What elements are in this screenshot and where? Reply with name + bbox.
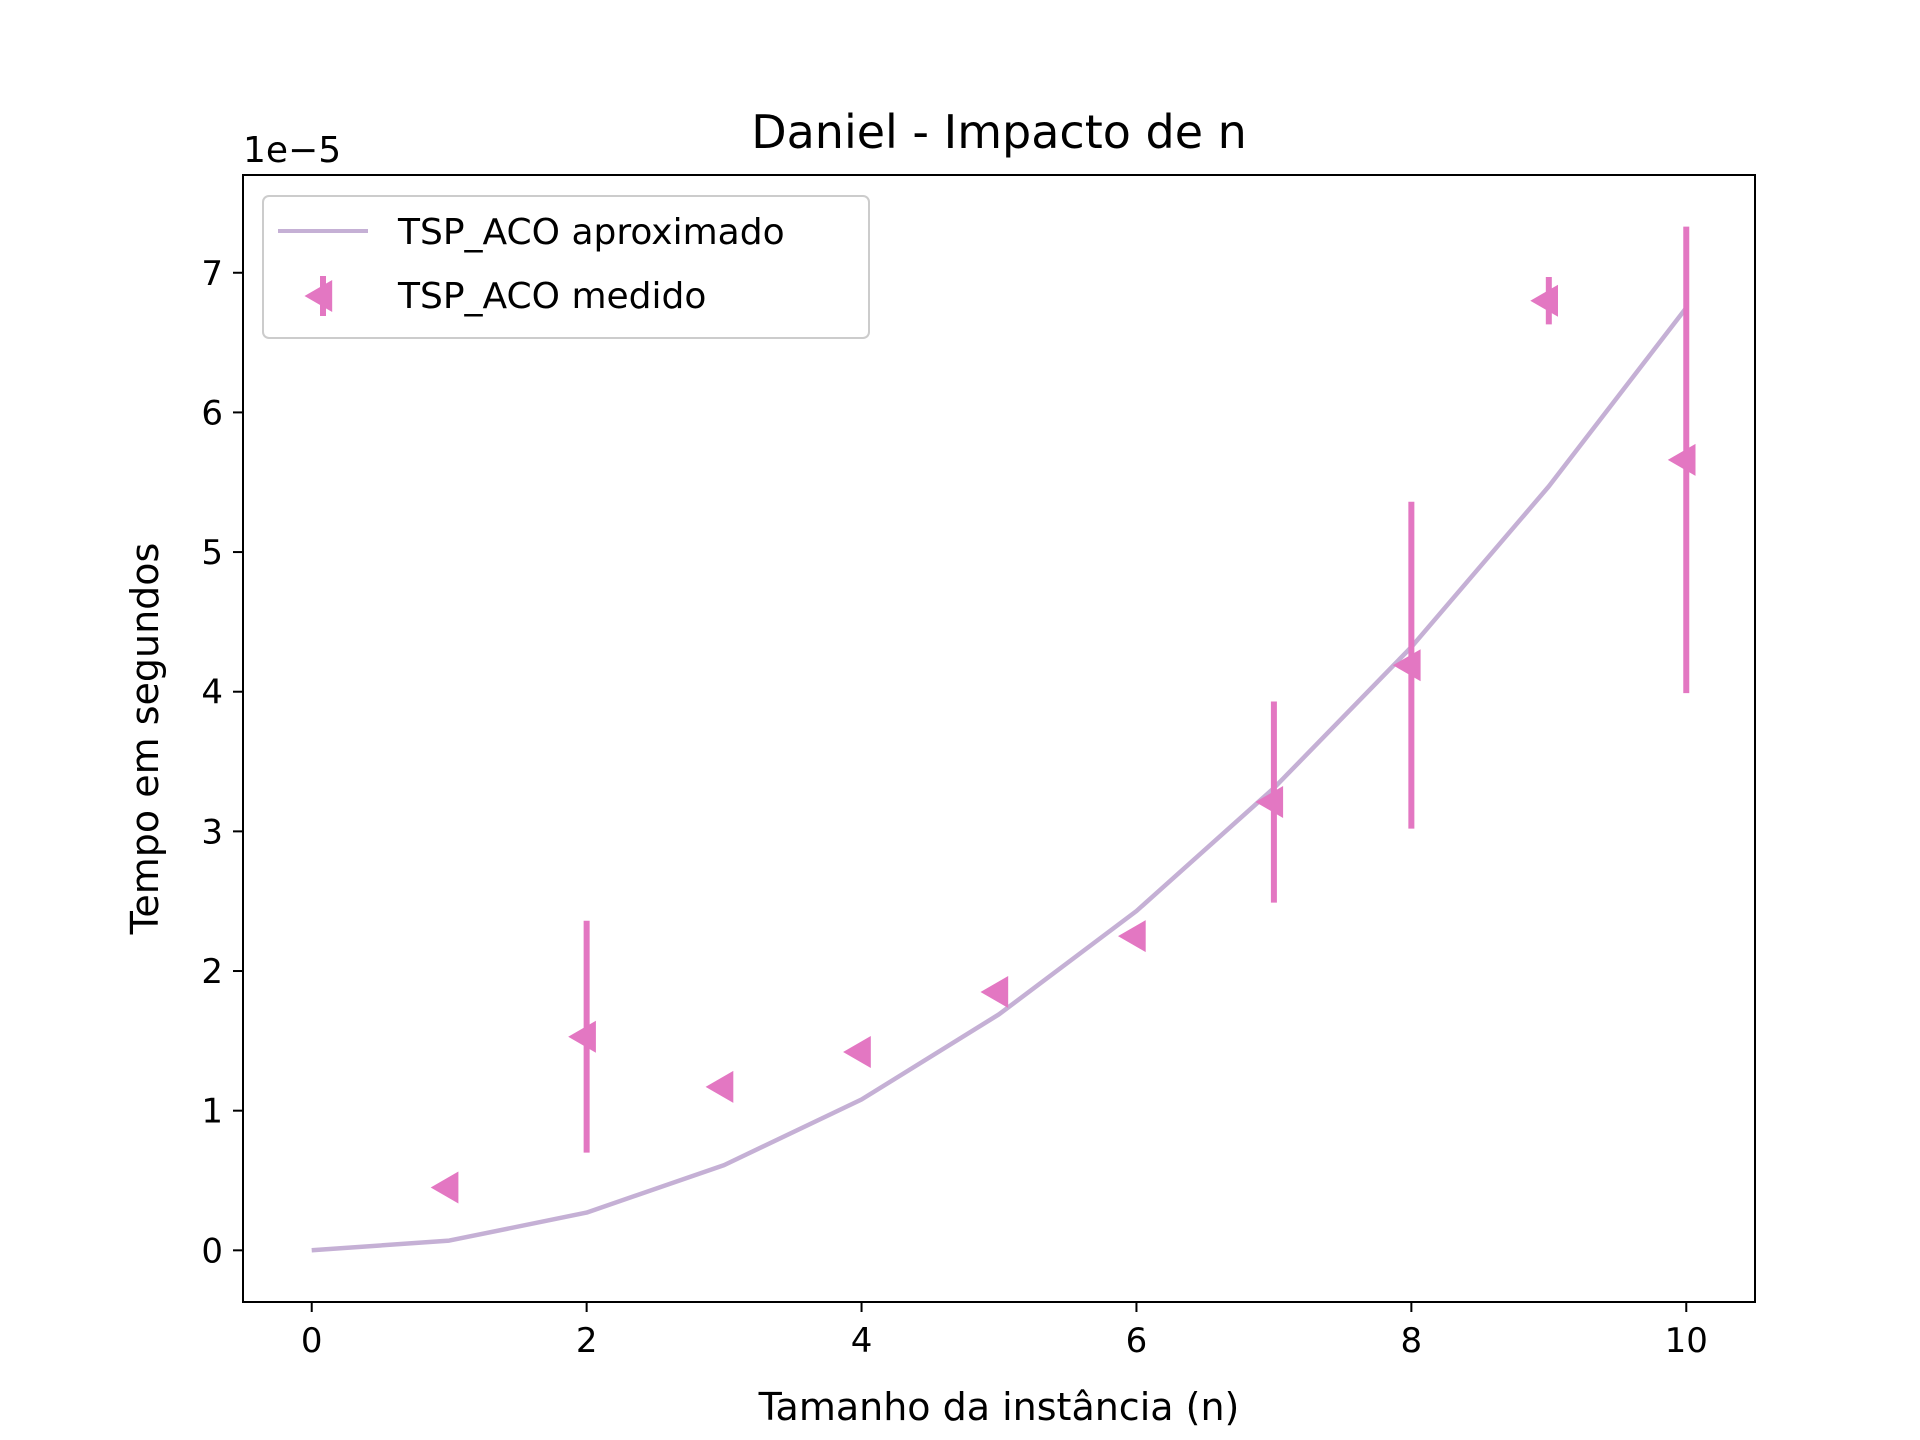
data-point-medido [1392,649,1421,682]
y-tick-label: 0 [201,1231,223,1271]
x-tick-label: 2 [576,1321,598,1361]
data-point-medido [430,1171,459,1204]
y-tick-label: 3 [201,812,223,852]
data-point-medido [1255,786,1284,818]
series-line-aproximado [311,306,1689,1253]
y-tick-label: 2 [201,952,223,992]
y-tick-label: 1 [201,1092,223,1132]
y-tick-label: 7 [201,254,223,294]
x-tick-label: 8 [1401,1321,1423,1361]
legend: TSP_ACO aproximado TSP_ACO medido [262,195,870,339]
y-offset-label: 1e−5 [243,130,341,171]
data-point-medido [568,1020,596,1053]
chart-title: Daniel - Impacto de n [751,105,1247,159]
legend-label-medido: TSP_ACO medido [397,276,706,317]
data-point-medido [843,1036,871,1068]
x-axis-label: Tamanho da instância (n) [758,1385,1240,1429]
x-tick-label: 4 [851,1321,873,1361]
x-tick-label: 10 [1665,1321,1708,1361]
ticks-layer: 0 2 4 6 8 10 0 1 2 3 4 5 6 7 [201,254,1708,1361]
legend-label-aproximado: TSP_ACO aproximado [397,212,785,253]
y-tick-label: 6 [201,393,223,433]
data-point-medido [705,1070,734,1103]
data-point-medido [1118,920,1146,953]
y-tick-label: 4 [201,673,223,713]
data-point-medido [1667,443,1696,476]
legend-box [262,195,870,339]
y-axis-label: Tempo em segundos [123,543,167,936]
x-tick-label: 0 [301,1321,323,1361]
legend-marker-shape [304,280,333,312]
y-tick-label: 5 [201,533,223,573]
x-tick-label: 6 [1126,1321,1148,1361]
legend-swatch-medido [304,276,333,316]
data-point-medido [980,976,1009,1008]
plot-layer [311,226,1696,1253]
data-point-medido [1530,284,1558,317]
axes-frame [242,174,1756,1303]
